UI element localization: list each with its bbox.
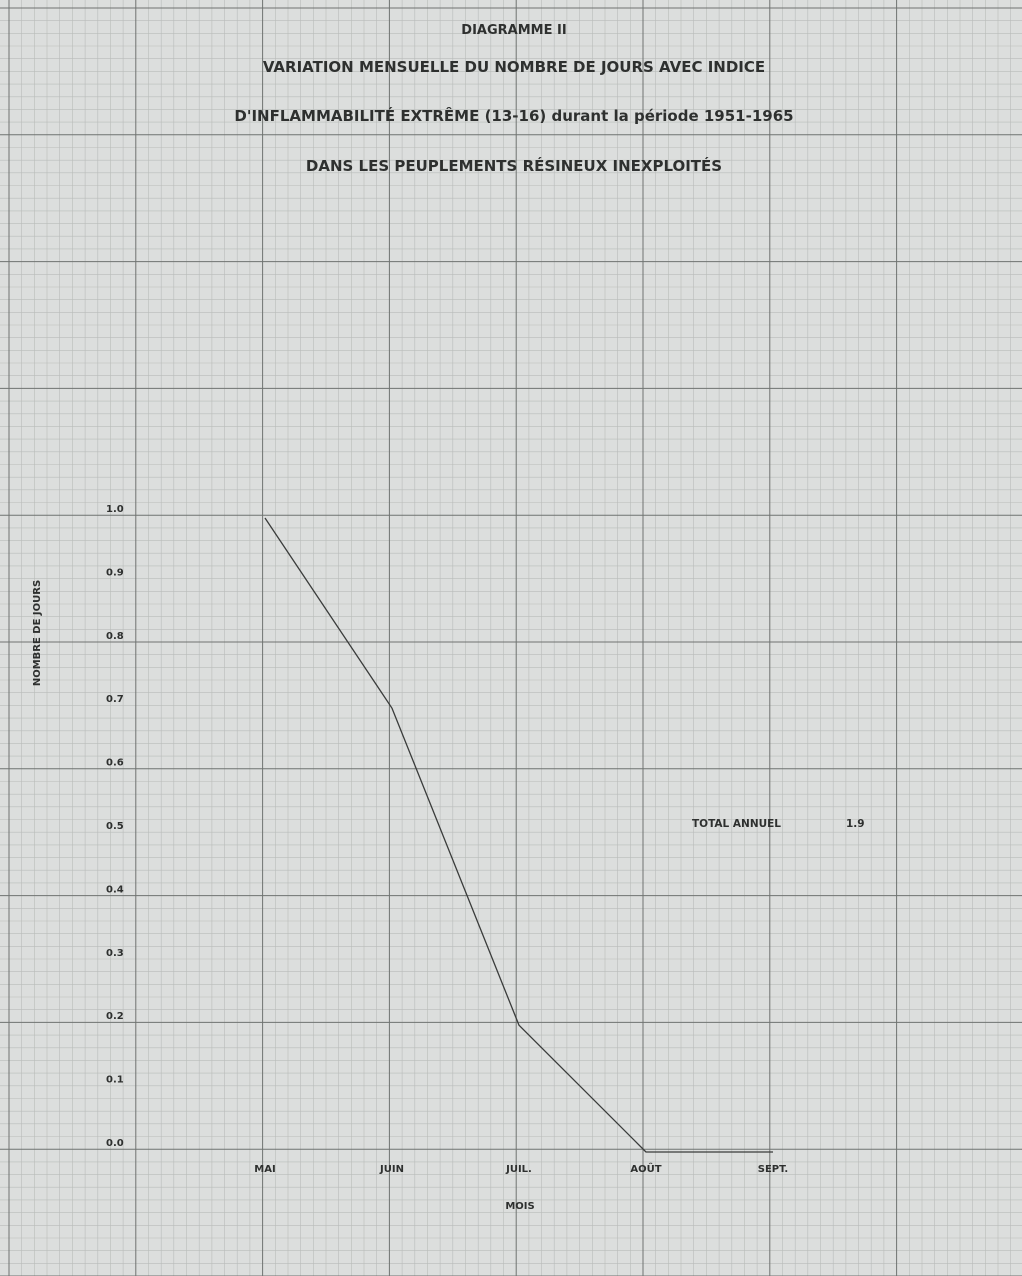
x-category-label: AOÛT xyxy=(630,1162,661,1175)
y-tick-label: 0.1 xyxy=(106,1075,124,1086)
y-axis-label: NOMBRE DE JOURS xyxy=(32,580,43,686)
y-tick-labels: 0.0 0.1 0.2 0.3 0.4 0.5 0.6 0.7 0.8 0.9 1.0 xyxy=(106,504,124,1149)
series-group xyxy=(264,517,773,1153)
chart-subtitle-line-3: DANS LES PEUPLEMENTS RÉSINEUX INEXPLOITÉ… xyxy=(306,156,722,175)
y-tick-label: 0.2 xyxy=(106,1011,124,1022)
x-category-label: SEPT. xyxy=(758,1164,788,1175)
x-category-labels: MAI JUIN JUIL. AOÛT SEPT. xyxy=(254,1162,788,1175)
y-tick-label: 0.4 xyxy=(106,884,124,895)
y-tick-label: 0.0 xyxy=(106,1138,124,1149)
x-category-label: MAI xyxy=(254,1164,275,1175)
x-axis-label: MOIS xyxy=(505,1201,534,1212)
annotation-total-value: 1.9 xyxy=(846,818,865,830)
x-category-label: JUIN xyxy=(379,1164,404,1175)
y-tick-label: 0.8 xyxy=(106,631,124,642)
chart-title: DIAGRAMME II xyxy=(461,23,566,38)
x-category-label: JUIL. xyxy=(505,1164,532,1175)
chart-subtitle-line-2: D'INFLAMMABILITÉ EXTRÊME (13-16) durant … xyxy=(234,106,793,125)
series-line xyxy=(264,517,773,1153)
y-tick-label: 0.3 xyxy=(106,948,124,959)
y-tick-label: 1.0 xyxy=(106,504,124,515)
y-tick-label: 0.7 xyxy=(106,694,124,705)
y-tick-label: 0.6 xyxy=(106,758,124,769)
y-tick-label: 0.5 xyxy=(106,821,124,832)
y-tick-label: 0.9 xyxy=(106,567,124,578)
chart-subtitle-line-1: VARIATION MENSUELLE DU NOMBRE DE JOURS A… xyxy=(263,58,765,76)
annotation-total-label: TOTAL ANNUEL xyxy=(692,818,781,830)
